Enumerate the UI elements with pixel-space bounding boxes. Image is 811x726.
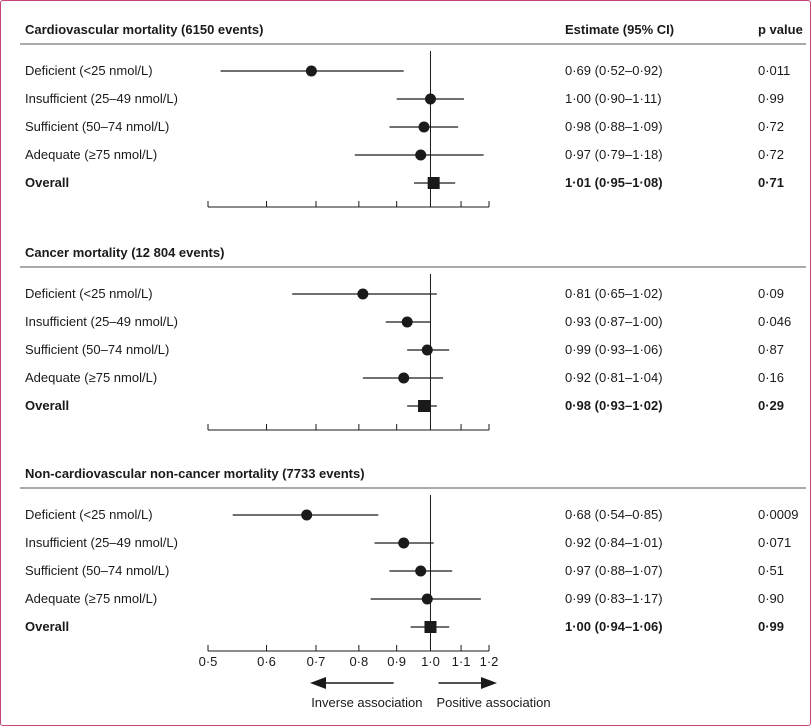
p-value: 0·09 [758, 286, 784, 301]
estimate-ci-value: 0·98 (0·88–1·09) [565, 119, 663, 134]
overall-row-label: Overall [25, 175, 69, 190]
row-label: Insufficient (25–49 nmol/L) [25, 91, 178, 106]
estimate-ci-value: 1·00 (0·94–1·06) [565, 619, 663, 634]
row-label: Sufficient (50–74 nmol/L) [25, 119, 169, 134]
estimate-ci-value: 0·69 (0·52–0·92) [565, 63, 663, 78]
estimate-ci-value: 0·93 (0·87–1·00) [565, 314, 663, 329]
p-value: 0·16 [758, 370, 784, 385]
p-value: 0·71 [758, 175, 784, 190]
p-value: 0·90 [758, 591, 784, 606]
estimate-ci-value: 0·68 (0·54–0·85) [565, 507, 663, 522]
row-label: Adequate (≥75 nmol/L) [25, 147, 157, 162]
row-label: Deficient (<25 nmol/L) [25, 286, 153, 301]
row-label: Sufficient (50–74 nmol/L) [25, 563, 169, 578]
estimate-ci-value: 1·00 (0·90–1·11) [565, 91, 662, 106]
x-tick-label: 1·2 [480, 654, 499, 669]
p-value: 0·72 [758, 147, 784, 162]
overall-row-label: Overall [25, 398, 69, 413]
p-value: 0·29 [758, 398, 784, 413]
p-value: 0·99 [758, 619, 784, 634]
estimate-ci-value: 0·81 (0·65–1·02) [565, 286, 663, 301]
overall-estimate-square [427, 177, 440, 189]
estimate-point [301, 509, 313, 521]
positive-association-label: Positive association [436, 695, 550, 710]
row-label: Insufficient (25–49 nmol/L) [25, 314, 178, 329]
inverse-association-label: Inverse association [311, 695, 422, 710]
estimate-ci-value: 0·92 (0·81–1·04) [565, 370, 663, 385]
x-tick-label: 0·6 [257, 654, 276, 669]
x-tick-label: 1·1 [452, 654, 471, 669]
row-label: Adequate (≥75 nmol/L) [25, 370, 157, 385]
estimate-point [421, 593, 433, 605]
estimate-ci-value: 1·01 (0·95–1·08) [565, 175, 663, 190]
estimate-point [357, 288, 369, 300]
p-value: 0·87 [758, 342, 784, 357]
estimate-point [421, 344, 433, 356]
positive-arrow-head [481, 677, 497, 689]
estimate-ci-value: 0·97 (0·79–1·18) [565, 147, 663, 162]
estimate-point [424, 93, 436, 105]
estimate-point [418, 121, 430, 133]
p-value: 0·011 [758, 63, 790, 78]
estimate-ci-value: 0·99 (0·93–1·06) [565, 342, 663, 357]
estimate-ci-value: 0·99 (0·83–1·17) [565, 591, 663, 606]
estimate-point [398, 537, 410, 549]
row-label: Adequate (≥75 nmol/L) [25, 591, 157, 606]
row-label: Sufficient (50–74 nmol/L) [25, 342, 169, 357]
x-tick-label: 0·8 [349, 654, 368, 669]
estimate-point [305, 65, 317, 77]
p-value: 0·0009 [758, 507, 798, 522]
estimate-point [398, 372, 410, 384]
estimate-ci-value: 0·92 (0·84–1·01) [565, 535, 663, 550]
estimate-ci-value: 0·97 (0·88–1·07) [565, 563, 663, 578]
overall-estimate-square [424, 621, 437, 633]
x-tick-label: 0·7 [307, 654, 326, 669]
inverse-arrow-head [309, 677, 326, 689]
estimate-point [415, 565, 427, 577]
estimate-point [415, 149, 427, 161]
x-tick-label: 0·9 [387, 654, 406, 669]
section-title: Non-cardiovascular non-cancer mortality … [25, 466, 365, 481]
overall-row-label: Overall [25, 619, 69, 634]
row-label: Deficient (<25 nmol/L) [25, 63, 153, 78]
p-value: 0·51 [758, 563, 784, 578]
estimate-ci-value: 0·98 (0·93–1·02) [565, 398, 663, 413]
p-value: 0·99 [758, 91, 784, 106]
p-value: 0·046 [758, 314, 791, 329]
p-value: 0·72 [758, 119, 784, 134]
row-label: Insufficient (25–49 nmol/L) [25, 535, 178, 550]
p-value-column-header: p value [758, 22, 803, 37]
estimate-column-header: Estimate (95% CI) [565, 22, 674, 37]
estimate-point [401, 316, 413, 328]
x-tick-label: 0·5 [199, 654, 218, 669]
section-title: Cardiovascular mortality (6150 events) [25, 22, 263, 37]
overall-estimate-square [417, 400, 430, 412]
p-value: 0·071 [758, 535, 791, 550]
row-label: Deficient (<25 nmol/L) [25, 507, 153, 522]
x-tick-label: 1·0 [421, 654, 440, 669]
section-title: Cancer mortality (12 804 events) [25, 245, 224, 260]
